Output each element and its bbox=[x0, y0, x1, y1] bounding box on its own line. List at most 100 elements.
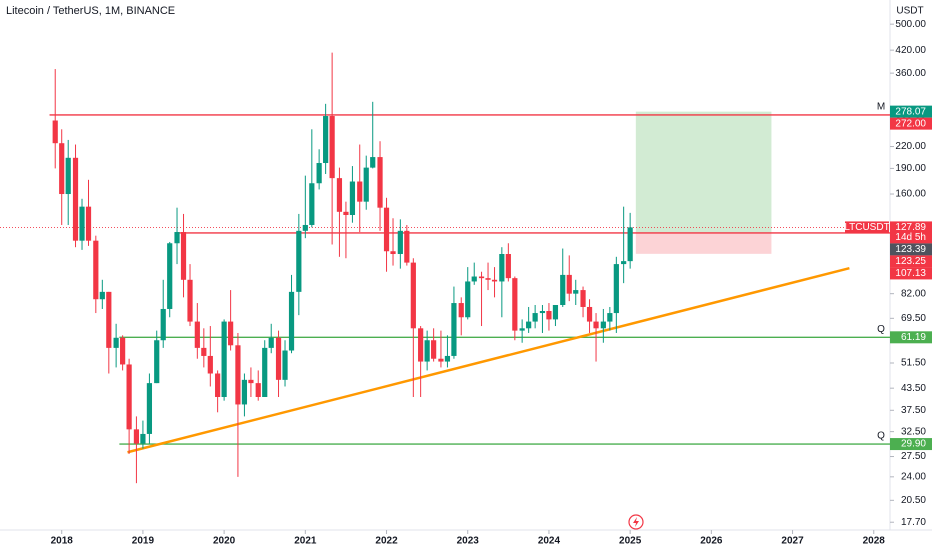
candle-body bbox=[133, 429, 140, 444]
level-tag: M bbox=[877, 102, 885, 113]
price-label-bg bbox=[890, 255, 932, 268]
y-tick-label: 500.00 bbox=[895, 19, 926, 30]
plot-area bbox=[0, 52, 890, 484]
price-label: 61.19 bbox=[901, 332, 926, 343]
price-label: 123.39 bbox=[895, 244, 926, 255]
candle-body bbox=[444, 355, 451, 362]
candle-body bbox=[357, 181, 363, 202]
y-tick-label: 69.50 bbox=[901, 313, 926, 324]
price-label-bg bbox=[890, 221, 932, 244]
x-tick-label: 2020 bbox=[213, 536, 236, 547]
y-tick-label: 24.00 bbox=[901, 471, 926, 482]
candle-body bbox=[560, 274, 566, 305]
x-tick-label: 2026 bbox=[700, 536, 723, 547]
candle-body bbox=[505, 254, 511, 279]
candle-body bbox=[512, 278, 518, 331]
candle-body bbox=[390, 251, 396, 255]
candle-body bbox=[194, 321, 200, 348]
candle-body bbox=[627, 227, 633, 262]
candle-body bbox=[546, 311, 552, 320]
candle-body bbox=[471, 276, 477, 282]
candle-body bbox=[499, 254, 505, 282]
candle-body bbox=[262, 347, 268, 397]
price-label: 107.13 bbox=[895, 268, 926, 279]
price-label-bg bbox=[890, 243, 932, 256]
y-tick-label: 51.50 bbox=[901, 358, 926, 369]
candle-body bbox=[316, 163, 322, 184]
price-label: 127.89 bbox=[895, 222, 926, 233]
candle-body bbox=[485, 278, 491, 280]
candle-body bbox=[140, 433, 146, 444]
candle-body bbox=[552, 304, 559, 320]
target-zone bbox=[635, 111, 772, 233]
price-label-bg bbox=[890, 331, 932, 344]
candle-body bbox=[431, 340, 437, 359]
candle-body bbox=[424, 340, 430, 362]
x-tick-label: 2018 bbox=[51, 536, 74, 547]
candle-body bbox=[126, 364, 132, 430]
candle-body bbox=[478, 276, 485, 279]
candle-body bbox=[519, 328, 525, 331]
replay-icon[interactable] bbox=[628, 514, 644, 530]
x-tick-label: 2021 bbox=[294, 536, 317, 547]
candle-body bbox=[418, 328, 424, 362]
price-label: 29.90 bbox=[901, 439, 926, 450]
candle-body bbox=[491, 279, 498, 282]
candle-body bbox=[167, 243, 173, 309]
candle-body bbox=[221, 321, 227, 397]
candle-body bbox=[248, 379, 254, 384]
stop-zone bbox=[635, 232, 772, 254]
candle-body bbox=[532, 313, 538, 322]
y-tick-label: 420.00 bbox=[895, 45, 926, 56]
candle-body bbox=[539, 311, 546, 314]
price-label-bg bbox=[890, 267, 932, 280]
candle-body bbox=[302, 224, 308, 231]
candle-body bbox=[438, 358, 444, 362]
symbol-label: LTCUSDT bbox=[844, 222, 889, 233]
candle-body bbox=[296, 230, 302, 292]
level-tag: Q bbox=[877, 431, 885, 442]
candle-body bbox=[288, 291, 295, 351]
candle-body bbox=[268, 337, 274, 348]
candle-body bbox=[397, 230, 403, 255]
candle-body bbox=[621, 261, 627, 265]
candle-body bbox=[377, 157, 383, 208]
currency-label: USDT bbox=[896, 6, 923, 17]
candle-body bbox=[593, 321, 599, 329]
candle-body bbox=[59, 143, 65, 195]
candle-body bbox=[323, 116, 329, 164]
candle-body bbox=[241, 379, 248, 405]
candle-body bbox=[613, 264, 619, 314]
candle-body bbox=[600, 321, 606, 329]
candle-body bbox=[65, 157, 71, 195]
candle-body bbox=[255, 383, 261, 397]
candle-body bbox=[383, 207, 390, 252]
candle-body bbox=[113, 337, 119, 348]
candle-body bbox=[451, 303, 457, 356]
candle-body bbox=[154, 340, 160, 384]
trendline bbox=[127, 266, 850, 454]
candle-body bbox=[207, 355, 213, 374]
candle-body bbox=[72, 157, 79, 241]
chart-title: Litecoin / TetherUS, 1M, BINANCE bbox=[6, 5, 175, 17]
candle-body bbox=[235, 345, 241, 405]
price-label: 278.07 bbox=[895, 106, 926, 117]
candle-body bbox=[566, 274, 572, 294]
candle-body bbox=[458, 303, 464, 318]
candle-body bbox=[573, 290, 579, 294]
y-tick-label: 17.70 bbox=[901, 517, 926, 528]
level-tag: Q bbox=[877, 324, 885, 335]
x-tick-label: 2024 bbox=[538, 536, 561, 547]
y-tick-label: 37.50 bbox=[901, 405, 926, 416]
x-tick-label: 2023 bbox=[457, 536, 480, 547]
candle-body bbox=[336, 178, 343, 212]
candle-body bbox=[174, 232, 180, 244]
candle-body bbox=[370, 157, 376, 168]
candle-body bbox=[607, 313, 613, 322]
x-tick-label: 2027 bbox=[781, 536, 804, 547]
candle-body bbox=[309, 183, 315, 225]
price-label-bg bbox=[890, 117, 932, 130]
candle-body bbox=[180, 232, 187, 280]
candle-body bbox=[85, 206, 92, 241]
candle-body bbox=[201, 347, 207, 356]
